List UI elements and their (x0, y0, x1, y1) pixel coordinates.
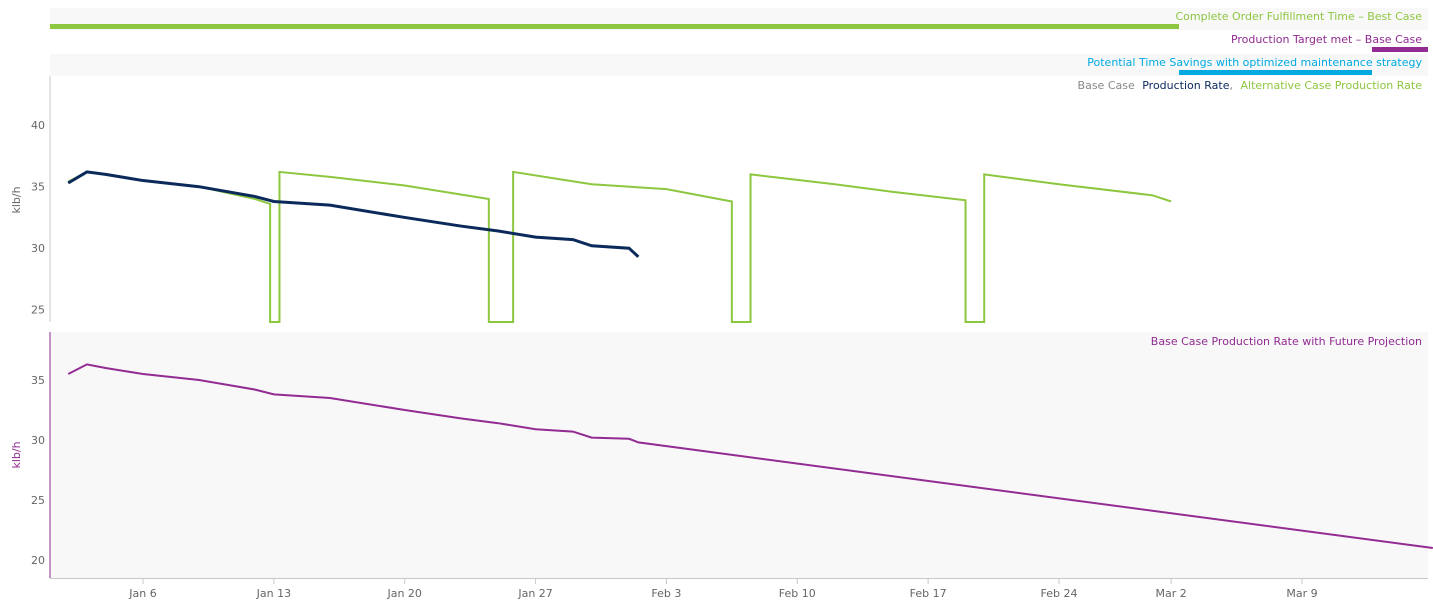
x-tick-label: Feb 17 (910, 587, 947, 600)
bottom-y-tick-label: 30 (31, 434, 45, 447)
top-legend: Base Case Production Rate, Alternative C… (1078, 79, 1423, 92)
x-tick-label: Feb 3 (651, 587, 681, 600)
top-legend-base: Production Rate (1142, 79, 1229, 92)
series-alternative-case[interactable] (67, 170, 1172, 323)
top-y-tick-label: 25 (31, 304, 45, 317)
x-tick-label: Feb 24 (1040, 587, 1077, 600)
top-series (67, 170, 1172, 323)
bottom-series (67, 363, 1433, 549)
timeline-label-best-case: Complete Order Fulfillment Time – Best C… (1175, 10, 1422, 23)
bottom-y-ticks: 20 25 30 35 (31, 374, 45, 567)
x-tick-label: Mar 2 (1156, 587, 1187, 600)
bottom-legend: Base Case Production Rate with Future Pr… (1151, 335, 1422, 348)
x-tick-label: Feb 10 (779, 587, 816, 600)
x-tick-label: Jan 6 (128, 587, 156, 600)
top-panel: Base Case Production Rate, Alternative C… (10, 76, 1423, 323)
x-tick-label: Jan 13 (256, 587, 291, 600)
series-base-case-projection[interactable] (67, 363, 1433, 549)
top-y-axis-title: klb/h (10, 186, 23, 213)
timeline-label-time-savings: Potential Time Savings with optimized ma… (1087, 56, 1422, 69)
timeline-bar-best-case[interactable] (50, 24, 1179, 29)
top-legend-prefix: Base Case (1078, 79, 1135, 92)
bottom-y-axis-title: klb/h (10, 441, 23, 468)
bottom-y-tick-label: 20 (31, 554, 45, 567)
top-y-tick-label: 30 (31, 242, 45, 255)
x-tick-label: Jan 20 (386, 587, 421, 600)
bottom-panel: Base Case Production Rate with Future Pr… (10, 332, 1433, 578)
top-legend-alt: Alternative Case Production Rate (1240, 79, 1422, 92)
series-base-case[interactable] (67, 170, 640, 258)
x-ticks: Jan 6 Jan 13 Jan 20 Jan 27 Feb 3 Feb 10 Feb 17… (128, 579, 1318, 600)
timeline-label-target-met: Production Target met – Base Case (1231, 33, 1422, 46)
x-tick-label: Jan 27 (517, 587, 552, 600)
top-y-tick-label: 40 (31, 119, 45, 132)
bottom-y-tick-label: 35 (31, 374, 45, 387)
timeline-row-3-bg (50, 54, 1428, 76)
bottom-y-tick-label: 25 (31, 494, 45, 507)
timeline-bar-time-savings[interactable] (1179, 70, 1372, 75)
x-tick-label: Mar 9 (1286, 587, 1317, 600)
top-y-tick-label: 35 (31, 181, 45, 194)
top-legend-sep: , (1229, 79, 1233, 92)
top-y-ticks: 25 30 35 40 (31, 119, 45, 317)
timeline-bar-target-met[interactable] (1372, 47, 1428, 52)
